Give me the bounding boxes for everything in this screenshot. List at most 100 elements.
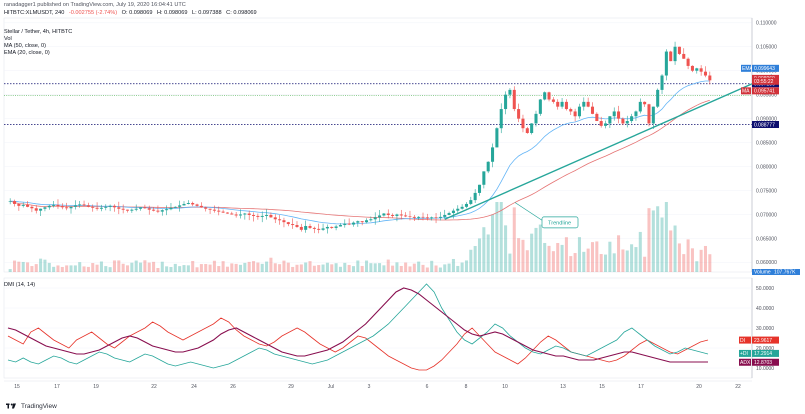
volume-bar [160, 261, 164, 272]
candle-body [317, 228, 321, 230]
price-tag-label-bg [741, 87, 751, 95]
ohlc-close: C: 0.098069 [226, 10, 257, 16]
candle-body [230, 213, 234, 215]
time-tick-label: 26 [230, 384, 236, 390]
candle-body [12, 201, 17, 204]
volume-bar [356, 260, 360, 272]
price-tag-value: 0.095741 [754, 89, 775, 95]
volume-bar [638, 231, 642, 272]
volume-bar [699, 249, 703, 272]
candle-body [417, 216, 421, 218]
footer-brand[interactable]: TradingView [6, 402, 57, 410]
volume-bar [438, 267, 442, 272]
volume-bar [152, 261, 156, 272]
volume-bar [130, 262, 134, 272]
volume-bar [564, 237, 568, 272]
candle-body [699, 68, 703, 72]
candle-body [486, 161, 490, 172]
dmi-tick-label: 50.0000 [756, 286, 774, 292]
volume-bar [47, 262, 51, 272]
volume-bar [256, 262, 260, 272]
volume-bar [334, 263, 338, 272]
volume-bar [530, 233, 534, 272]
volume-bar [169, 267, 173, 272]
volume-bar [499, 202, 503, 272]
candle-body [508, 89, 512, 95]
price-axis: 0.1100000.1050000.1000000.0950000.090000… [741, 18, 800, 276]
candle-body [47, 205, 51, 208]
ema20-line [10, 80, 710, 225]
candle-body [412, 216, 416, 218]
candle-body [708, 75, 712, 81]
volume-bar [378, 263, 382, 272]
candle-body [534, 113, 538, 124]
candle-body [438, 216, 442, 218]
time-tick-label: 10 [502, 384, 508, 390]
candle-body [134, 208, 138, 210]
indicator-ema[interactable]: EMA (20, close, 0) [4, 50, 50, 56]
volume-bar [195, 267, 199, 272]
indicator-vol[interactable]: Vol [4, 36, 12, 42]
candle-body [65, 207, 69, 209]
candle-body [621, 118, 625, 124]
candle-body [30, 206, 34, 209]
dmi-tag-label-bg [739, 336, 751, 344]
volume-bar [325, 262, 329, 272]
candle-body [443, 214, 447, 217]
candle-body [356, 221, 360, 223]
candle-body [152, 209, 156, 211]
candle-body [582, 101, 586, 107]
price-tag-bg [752, 121, 779, 129]
ohlc-high: H: 0.098069 [157, 10, 188, 16]
volume-bar [212, 260, 216, 272]
candle-body [234, 214, 238, 216]
volume-bar [156, 268, 160, 272]
volume-bar [612, 253, 616, 272]
symbol-name[interactable]: HITBTC:XLMUSDT, 240 [4, 10, 65, 16]
candle-body [199, 205, 203, 208]
volume-bar [677, 243, 681, 272]
volume-bar [669, 230, 673, 272]
candle-body [464, 203, 468, 207]
indicator-ma[interactable]: MA (50, close, 0) [4, 43, 46, 49]
volume-bar [460, 262, 464, 272]
candle-body [660, 75, 664, 90]
volume-bar [91, 263, 95, 272]
price-tick-label: 0.060000 [756, 260, 777, 266]
candle-body [173, 206, 177, 208]
volume-bar [12, 260, 17, 272]
pair-name[interactable]: Stellar / Tether, 4h, HITBTC [4, 29, 73, 35]
volume-bar [291, 266, 295, 272]
volume-bar [695, 261, 699, 272]
candle-body [373, 217, 377, 220]
dmi-title[interactable]: DMI (14, 14) [4, 282, 36, 288]
volume-bar [486, 234, 490, 272]
volume-bar [217, 266, 221, 272]
volume-tag-bg [752, 269, 800, 275]
dmi-tag-label-bg [739, 358, 751, 366]
volume-bar [26, 262, 30, 272]
candle-body [86, 205, 90, 207]
candle-body [60, 206, 64, 208]
annotation-text: Trendline [548, 220, 571, 226]
candle-body [551, 99, 555, 102]
price-tick-label: 0.075000 [756, 188, 777, 194]
candle-body [225, 212, 229, 214]
candle-body [160, 210, 164, 212]
volume-bar [682, 254, 686, 272]
volume-bar [69, 265, 73, 272]
candle-body [590, 106, 595, 114]
time-tick-label: 24 [191, 384, 197, 390]
candle-body [577, 106, 581, 117]
volume-bar [95, 264, 99, 272]
candle-body [669, 51, 673, 62]
candle-body [212, 209, 216, 211]
candle-body [217, 210, 221, 212]
candle-body [269, 214, 273, 218]
candle-body [334, 226, 338, 228]
volume-bar [464, 260, 468, 272]
candle-body [634, 111, 638, 117]
volume-bar [34, 264, 38, 272]
price-tag-label: EMA [742, 66, 754, 72]
time-tick-label: 22 [151, 384, 157, 390]
